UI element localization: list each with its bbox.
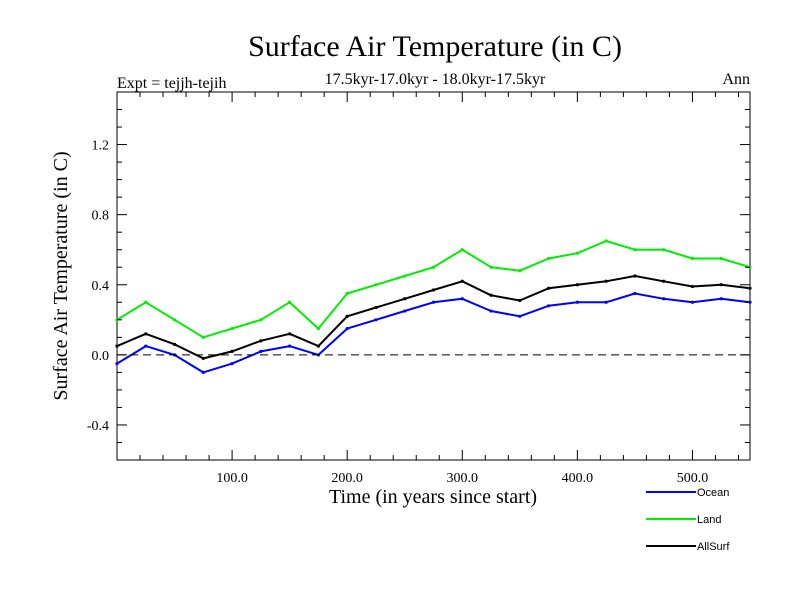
y-tick-label: -0.4 [87, 419, 109, 434]
x-tick-label: 100.0 [216, 471, 248, 486]
data-point-ocean [546, 304, 551, 308]
data-point-land [604, 239, 608, 243]
data-point-allsurf [115, 344, 119, 348]
data-point-ocean [489, 309, 493, 313]
data-point-allsurf [431, 288, 436, 292]
data-point-allsurf [316, 344, 321, 348]
data-point-ocean [345, 326, 349, 331]
data-point-ocean [662, 297, 666, 301]
data-point-allsurf [144, 332, 148, 336]
series-line-ocean [116, 292, 751, 374]
data-point-ocean [575, 300, 579, 304]
data-point-allsurf [489, 293, 493, 297]
data-point-ocean [604, 300, 608, 304]
data-point-ocean [633, 291, 637, 296]
data-point-allsurf [662, 279, 666, 283]
data-point-land [230, 326, 234, 331]
legend-label-ocean: Ocean [697, 487, 729, 499]
data-point-land [662, 248, 666, 252]
data-point-allsurf [374, 305, 378, 310]
data-point-ocean [259, 349, 263, 353]
x-tick-label: 300.0 [447, 471, 479, 486]
data-point-allsurf [172, 342, 177, 346]
data-point-land [431, 265, 436, 269]
chart-subtitle: 17.5kyr-17.0kyr - 18.0kyr-17.5kyr [325, 71, 546, 88]
y-tick-label: 0.4 [92, 279, 110, 294]
season-label: Ann [722, 71, 750, 88]
legend: Ocean Land AllSurf [646, 487, 730, 553]
data-point-land [719, 256, 723, 261]
data-point-ocean [374, 318, 378, 322]
series-line-allsurf [116, 275, 751, 360]
data-point-land [575, 251, 579, 255]
series-ocean [115, 291, 752, 374]
data-point-allsurf [719, 283, 723, 287]
y-axis-label: Surface Air Temperature (in C) [50, 151, 72, 400]
data-point-allsurf [748, 286, 752, 290]
data-point-ocean [144, 344, 148, 348]
y-tick-label: 0.0 [92, 349, 110, 364]
series-allsurf [115, 274, 752, 360]
data-point-ocean [201, 370, 205, 374]
x-tick-label: 200.0 [331, 471, 363, 486]
data-point-land [345, 291, 349, 296]
legend-label-allsurf: AllSurf [697, 541, 730, 553]
series-layer [115, 239, 752, 374]
x-tick-label: 500.0 [677, 471, 709, 486]
data-point-allsurf [345, 314, 349, 318]
data-point-allsurf [604, 279, 608, 283]
data-point-allsurf [460, 279, 464, 283]
data-point-land [288, 300, 292, 304]
data-point-ocean [690, 300, 695, 304]
x-axis-label: Time (in years since start) [329, 486, 537, 508]
legend-label-land: Land [697, 514, 721, 526]
data-point-land [690, 256, 695, 261]
data-point-allsurf [633, 274, 637, 278]
y-tick-label: 0.8 [92, 209, 110, 224]
data-point-allsurf [201, 356, 205, 360]
data-point-allsurf [259, 339, 263, 343]
data-point-land [489, 265, 493, 269]
plot-frame [116, 91, 751, 461]
data-point-allsurf [518, 298, 522, 303]
tick-layer: 100.0 200.0 300.0 400.0 500.0 -0.4 0.0 0.4 0.8 1.… [87, 92, 750, 486]
data-point-allsurf [403, 297, 407, 301]
data-point-land [633, 248, 637, 252]
data-point-land [259, 318, 263, 322]
x-tick-label: 400.0 [562, 471, 594, 486]
data-point-land [144, 300, 148, 304]
data-point-ocean [431, 300, 436, 304]
data-point-ocean [288, 344, 292, 348]
chart-title: Surface Air Temperature (in C) [248, 30, 622, 63]
data-point-land [316, 326, 321, 331]
experiment-label: Expt = tejjh-tejih [117, 75, 226, 92]
data-point-land [546, 256, 551, 261]
data-point-ocean [403, 309, 407, 313]
data-point-land [201, 335, 205, 339]
data-point-land [172, 318, 177, 322]
data-point-allsurf [546, 286, 551, 290]
data-point-allsurf [230, 349, 234, 353]
data-point-ocean [115, 362, 119, 366]
data-point-ocean [719, 297, 723, 301]
data-point-ocean [230, 362, 234, 366]
data-point-allsurf [575, 283, 579, 287]
data-point-ocean [460, 297, 464, 301]
data-point-land [460, 248, 464, 252]
data-point-allsurf [288, 332, 292, 336]
data-point-ocean [518, 314, 522, 318]
data-point-land [518, 269, 522, 273]
y-tick-label: 1.2 [92, 139, 110, 154]
data-point-land [374, 283, 378, 287]
data-point-allsurf [690, 284, 695, 289]
data-point-land [403, 274, 407, 278]
